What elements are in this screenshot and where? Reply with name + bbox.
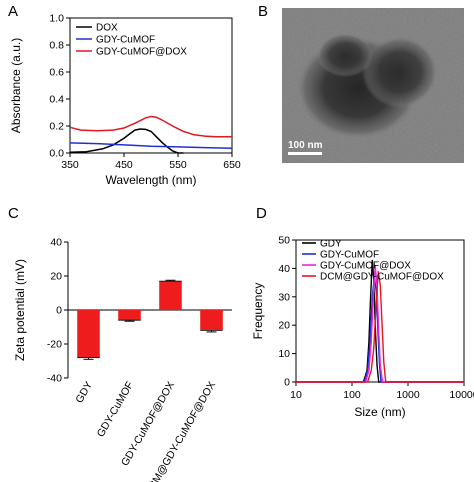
y-tick-label: 40	[50, 237, 62, 249]
y-tick-label: 50	[278, 235, 290, 247]
y-axis-title: Frequency	[251, 283, 265, 340]
x-axis-title: Wavelength (nm)	[106, 173, 197, 187]
y-tick-label: -40	[47, 373, 62, 385]
legend-label: GDY-CuMOF@DOX	[320, 261, 411, 272]
panel-letter-b: B	[258, 3, 268, 20]
y-tick-label: 10	[278, 348, 290, 360]
x-tick-label: 450	[115, 159, 133, 171]
y-tick-label: 30	[278, 291, 290, 303]
micrograph-noise-overlay	[282, 8, 464, 163]
x-tick-label: 10	[290, 389, 302, 401]
y-axis-title: Absorbance (a.u.)	[9, 38, 23, 133]
y-tick-label: 0.8	[49, 40, 64, 52]
y-tick-label: 0.0	[49, 148, 64, 160]
bar	[118, 310, 141, 321]
legend-label: DCM@GDY-CuMOF@DOX	[320, 272, 444, 283]
y-tick-label: 0	[284, 377, 290, 389]
x-axis-title: Size (nm)	[354, 405, 405, 419]
tem-micrograph: 100 nm	[282, 8, 464, 163]
x-tick-label: 350	[61, 159, 79, 171]
x-tick-label: 550	[169, 159, 187, 171]
legend-label: GDY	[320, 239, 342, 250]
size-distribution-chart: 1010010001000001020304050Size (nm)Freque…	[251, 235, 474, 420]
category-label: GDY-CuMOF	[95, 380, 136, 440]
legend-label: GDY-CuMOF	[320, 250, 379, 261]
y-tick-label: 20	[50, 271, 62, 283]
y-tick-label: -20	[47, 339, 62, 351]
panel-letter-a: A	[8, 3, 18, 20]
x-tick-label: 100	[343, 389, 361, 401]
plot-frame	[69, 17, 233, 154]
x-tick-label: 650	[223, 159, 241, 171]
y-tick-label: 0.2	[49, 121, 64, 133]
scale-bar	[288, 152, 322, 155]
bar	[200, 310, 223, 331]
legend-label: DOX	[96, 23, 118, 34]
scale-bar-label: 100 nm	[288, 140, 323, 151]
category-label: GDY	[73, 380, 95, 406]
bar	[77, 310, 100, 358]
series-line	[69, 128, 184, 154]
absorbance-chart: 350 450 550 650 0.0 0.2 0.4 0.6 0.8 1.0 Wavelength…	[9, 13, 241, 188]
y-tick-label: 0.4	[49, 94, 64, 106]
y-tick-label: 0.6	[49, 67, 64, 79]
panel-letter-d: D	[256, 205, 267, 222]
series-line	[69, 115, 232, 138]
bar	[159, 281, 182, 310]
legend-label: GDY-CuMOF@DOX	[96, 47, 187, 58]
y-tick-label: 0	[56, 305, 62, 317]
category-label: DCM@GDY-CuMOF@DOX	[143, 380, 218, 482]
y-tick-label: 1.0	[49, 13, 64, 25]
series-line	[296, 265, 464, 383]
panel-letter-c: C	[8, 205, 19, 222]
legend-label: GDY-CuMOF	[96, 35, 155, 46]
x-tick-label: 1000	[396, 389, 420, 401]
y-axis-title: Zeta potential (mV)	[13, 259, 27, 361]
y-tick-label: 20	[278, 320, 290, 332]
series-line	[296, 271, 464, 383]
zeta-potential-chart: 40 20 0 -20 -40 Zeta potential (mV) GDY GDY-CuM…	[13, 237, 232, 482]
series-line	[69, 142, 233, 150]
y-tick-label: 40	[278, 263, 290, 275]
